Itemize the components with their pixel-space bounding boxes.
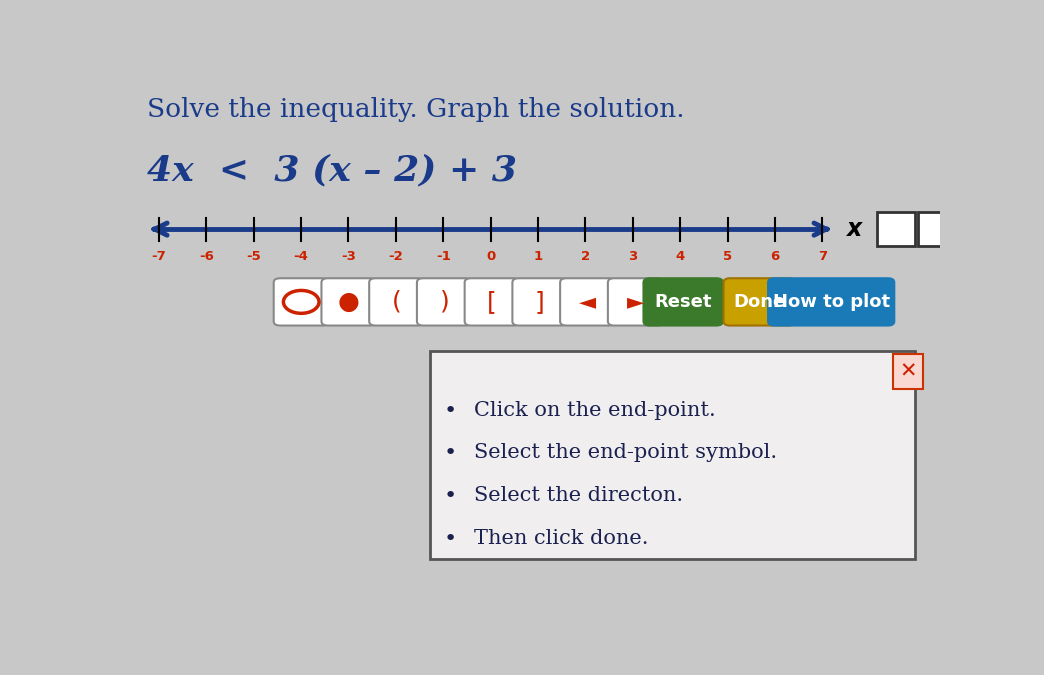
Text: -7: -7 — [151, 250, 166, 263]
Bar — [877, 212, 915, 246]
Text: -3: -3 — [341, 250, 356, 263]
Text: ]: ] — [535, 290, 545, 314]
FancyBboxPatch shape — [274, 278, 329, 325]
Text: 3: 3 — [628, 250, 637, 263]
Text: •: • — [444, 443, 456, 463]
FancyBboxPatch shape — [893, 354, 923, 389]
FancyBboxPatch shape — [768, 278, 895, 325]
FancyBboxPatch shape — [430, 351, 916, 559]
Text: -1: -1 — [435, 250, 451, 263]
Text: 5: 5 — [722, 250, 732, 263]
Text: Select the directon.: Select the directon. — [474, 486, 684, 505]
Text: Reset: Reset — [655, 293, 712, 311]
Text: ►: ► — [626, 292, 644, 312]
Text: Solve the inequality. Graph the solution.: Solve the inequality. Graph the solution… — [146, 97, 684, 122]
Text: •: • — [444, 529, 456, 549]
Text: ✕: ✕ — [899, 362, 917, 381]
Text: Steps:: Steps: — [442, 364, 513, 386]
FancyBboxPatch shape — [417, 278, 472, 325]
Text: How to plot: How to plot — [773, 293, 889, 311]
Text: -5: -5 — [246, 250, 261, 263]
Text: •: • — [444, 486, 456, 506]
Text: ): ) — [440, 290, 449, 314]
Text: ●: ● — [338, 290, 360, 314]
FancyBboxPatch shape — [465, 278, 520, 325]
Text: (: ( — [392, 290, 402, 314]
Text: 0: 0 — [485, 250, 495, 263]
FancyBboxPatch shape — [723, 278, 794, 325]
Text: 7: 7 — [817, 250, 827, 263]
Text: 4x  <  3 (x – 2) + 3: 4x < 3 (x – 2) + 3 — [146, 154, 517, 188]
Text: 1: 1 — [533, 250, 543, 263]
FancyBboxPatch shape — [608, 278, 663, 325]
Text: x: x — [847, 217, 862, 241]
Text: Then click done.: Then click done. — [474, 529, 649, 547]
Circle shape — [283, 290, 319, 313]
Text: 6: 6 — [770, 250, 780, 263]
Text: Click on the end-point.: Click on the end-point. — [474, 401, 716, 420]
FancyBboxPatch shape — [370, 278, 424, 325]
Text: [: [ — [488, 290, 497, 314]
Text: -6: -6 — [198, 250, 214, 263]
Text: 4: 4 — [675, 250, 685, 263]
Bar — [918, 212, 955, 246]
FancyBboxPatch shape — [643, 278, 722, 325]
Text: -2: -2 — [388, 250, 403, 263]
FancyBboxPatch shape — [561, 278, 615, 325]
FancyBboxPatch shape — [513, 278, 568, 325]
Text: ◄: ◄ — [579, 292, 596, 312]
Text: Done: Done — [733, 293, 785, 311]
FancyBboxPatch shape — [322, 278, 377, 325]
Text: 2: 2 — [580, 250, 590, 263]
Text: Select the end-point symbol.: Select the end-point symbol. — [474, 443, 778, 462]
Text: •: • — [444, 401, 456, 421]
Text: -4: -4 — [293, 250, 308, 263]
